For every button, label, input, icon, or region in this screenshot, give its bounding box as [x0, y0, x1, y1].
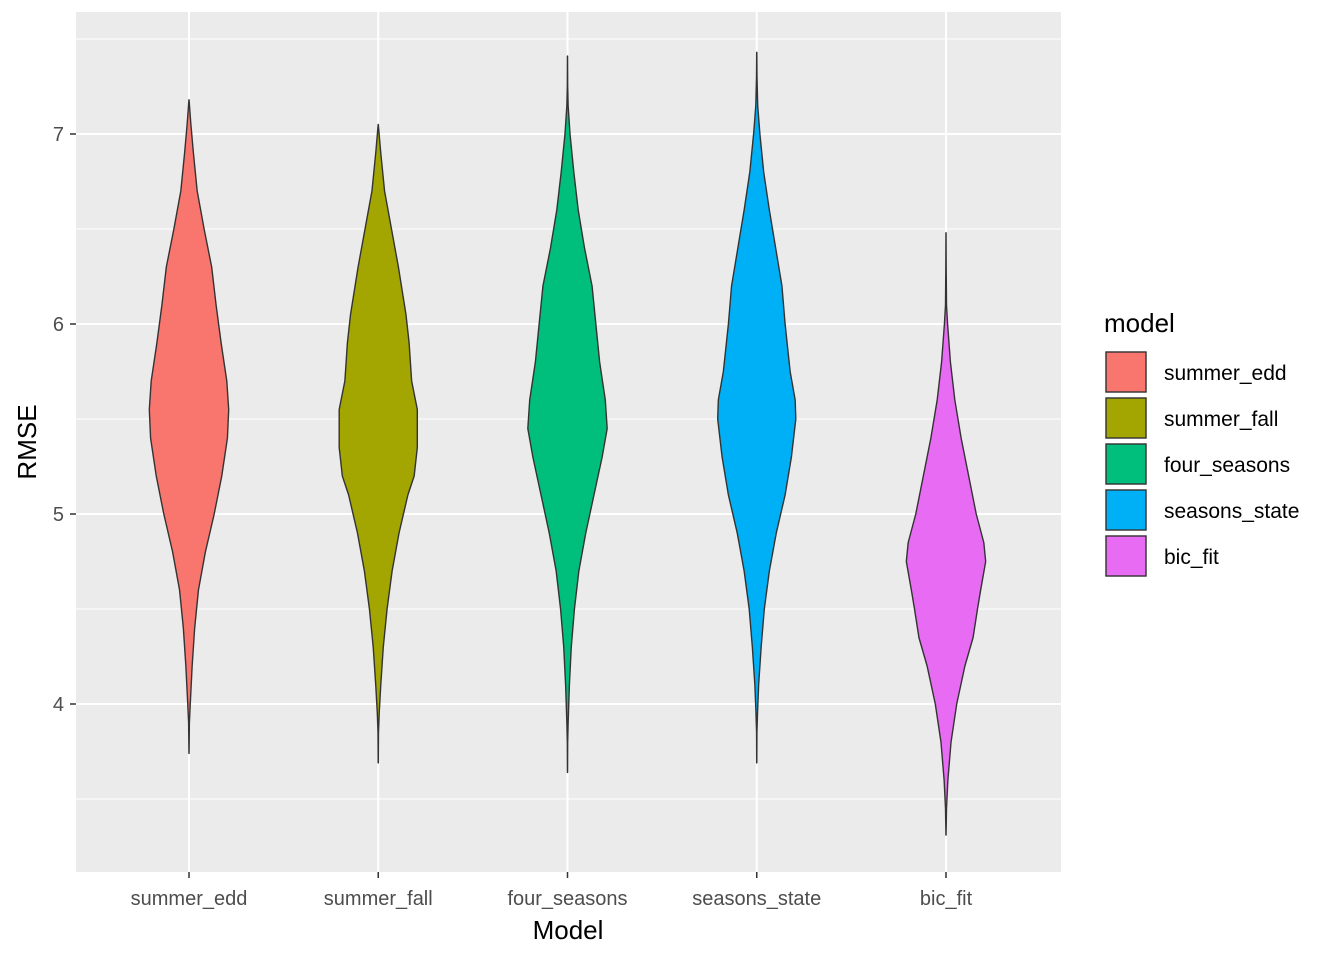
legend-key-summer_edd [1105, 351, 1147, 393]
x-tick-label: bic_fit [920, 888, 973, 910]
x-axis-title: Model [533, 915, 604, 945]
y-tick-label: 4 [53, 694, 64, 716]
x-tick-label: summer_edd [131, 888, 248, 910]
violin-seasons_state [716, 51, 797, 764]
legend-label-summer_fall: summer_fall [1164, 408, 1278, 431]
legend-label-bic_fit: bic_fit [1164, 546, 1219, 569]
y-tick-label: 6 [53, 314, 64, 336]
y-axis: 4 5 6 7 [53, 124, 76, 716]
y-tick-label: 5 [53, 504, 64, 526]
violin-bic_fit [905, 232, 987, 836]
violin-summer_fall [338, 123, 419, 764]
legend-title: model [1104, 308, 1175, 338]
legend-label-seasons_state: seasons_state [1164, 500, 1299, 523]
legend-label-four_seasons: four_seasons [1164, 454, 1290, 477]
legend-label-summer_edd: summer_edd [1164, 362, 1287, 385]
legend-key-summer_fall [1105, 397, 1147, 439]
legend-key-bic_fit [1105, 535, 1147, 577]
legend-key-seasons_state [1105, 489, 1147, 531]
legend-key-four_seasons [1105, 443, 1147, 485]
x-tick-label: seasons_state [692, 888, 821, 910]
y-axis-title: RMSE [12, 404, 42, 479]
violins [148, 51, 987, 836]
violin-four_seasons [527, 55, 608, 774]
legend: model summer_edd summer_fall four_seasonss… [1104, 308, 1299, 577]
y-tick-label: 7 [53, 124, 64, 146]
x-tick-label: summer_fall [324, 888, 433, 910]
x-tick-label: four_seasons [507, 888, 627, 910]
violin-summer_edd [148, 99, 230, 755]
x-axis: summer_edd summer_fall four_seasons seasons… [131, 872, 973, 910]
